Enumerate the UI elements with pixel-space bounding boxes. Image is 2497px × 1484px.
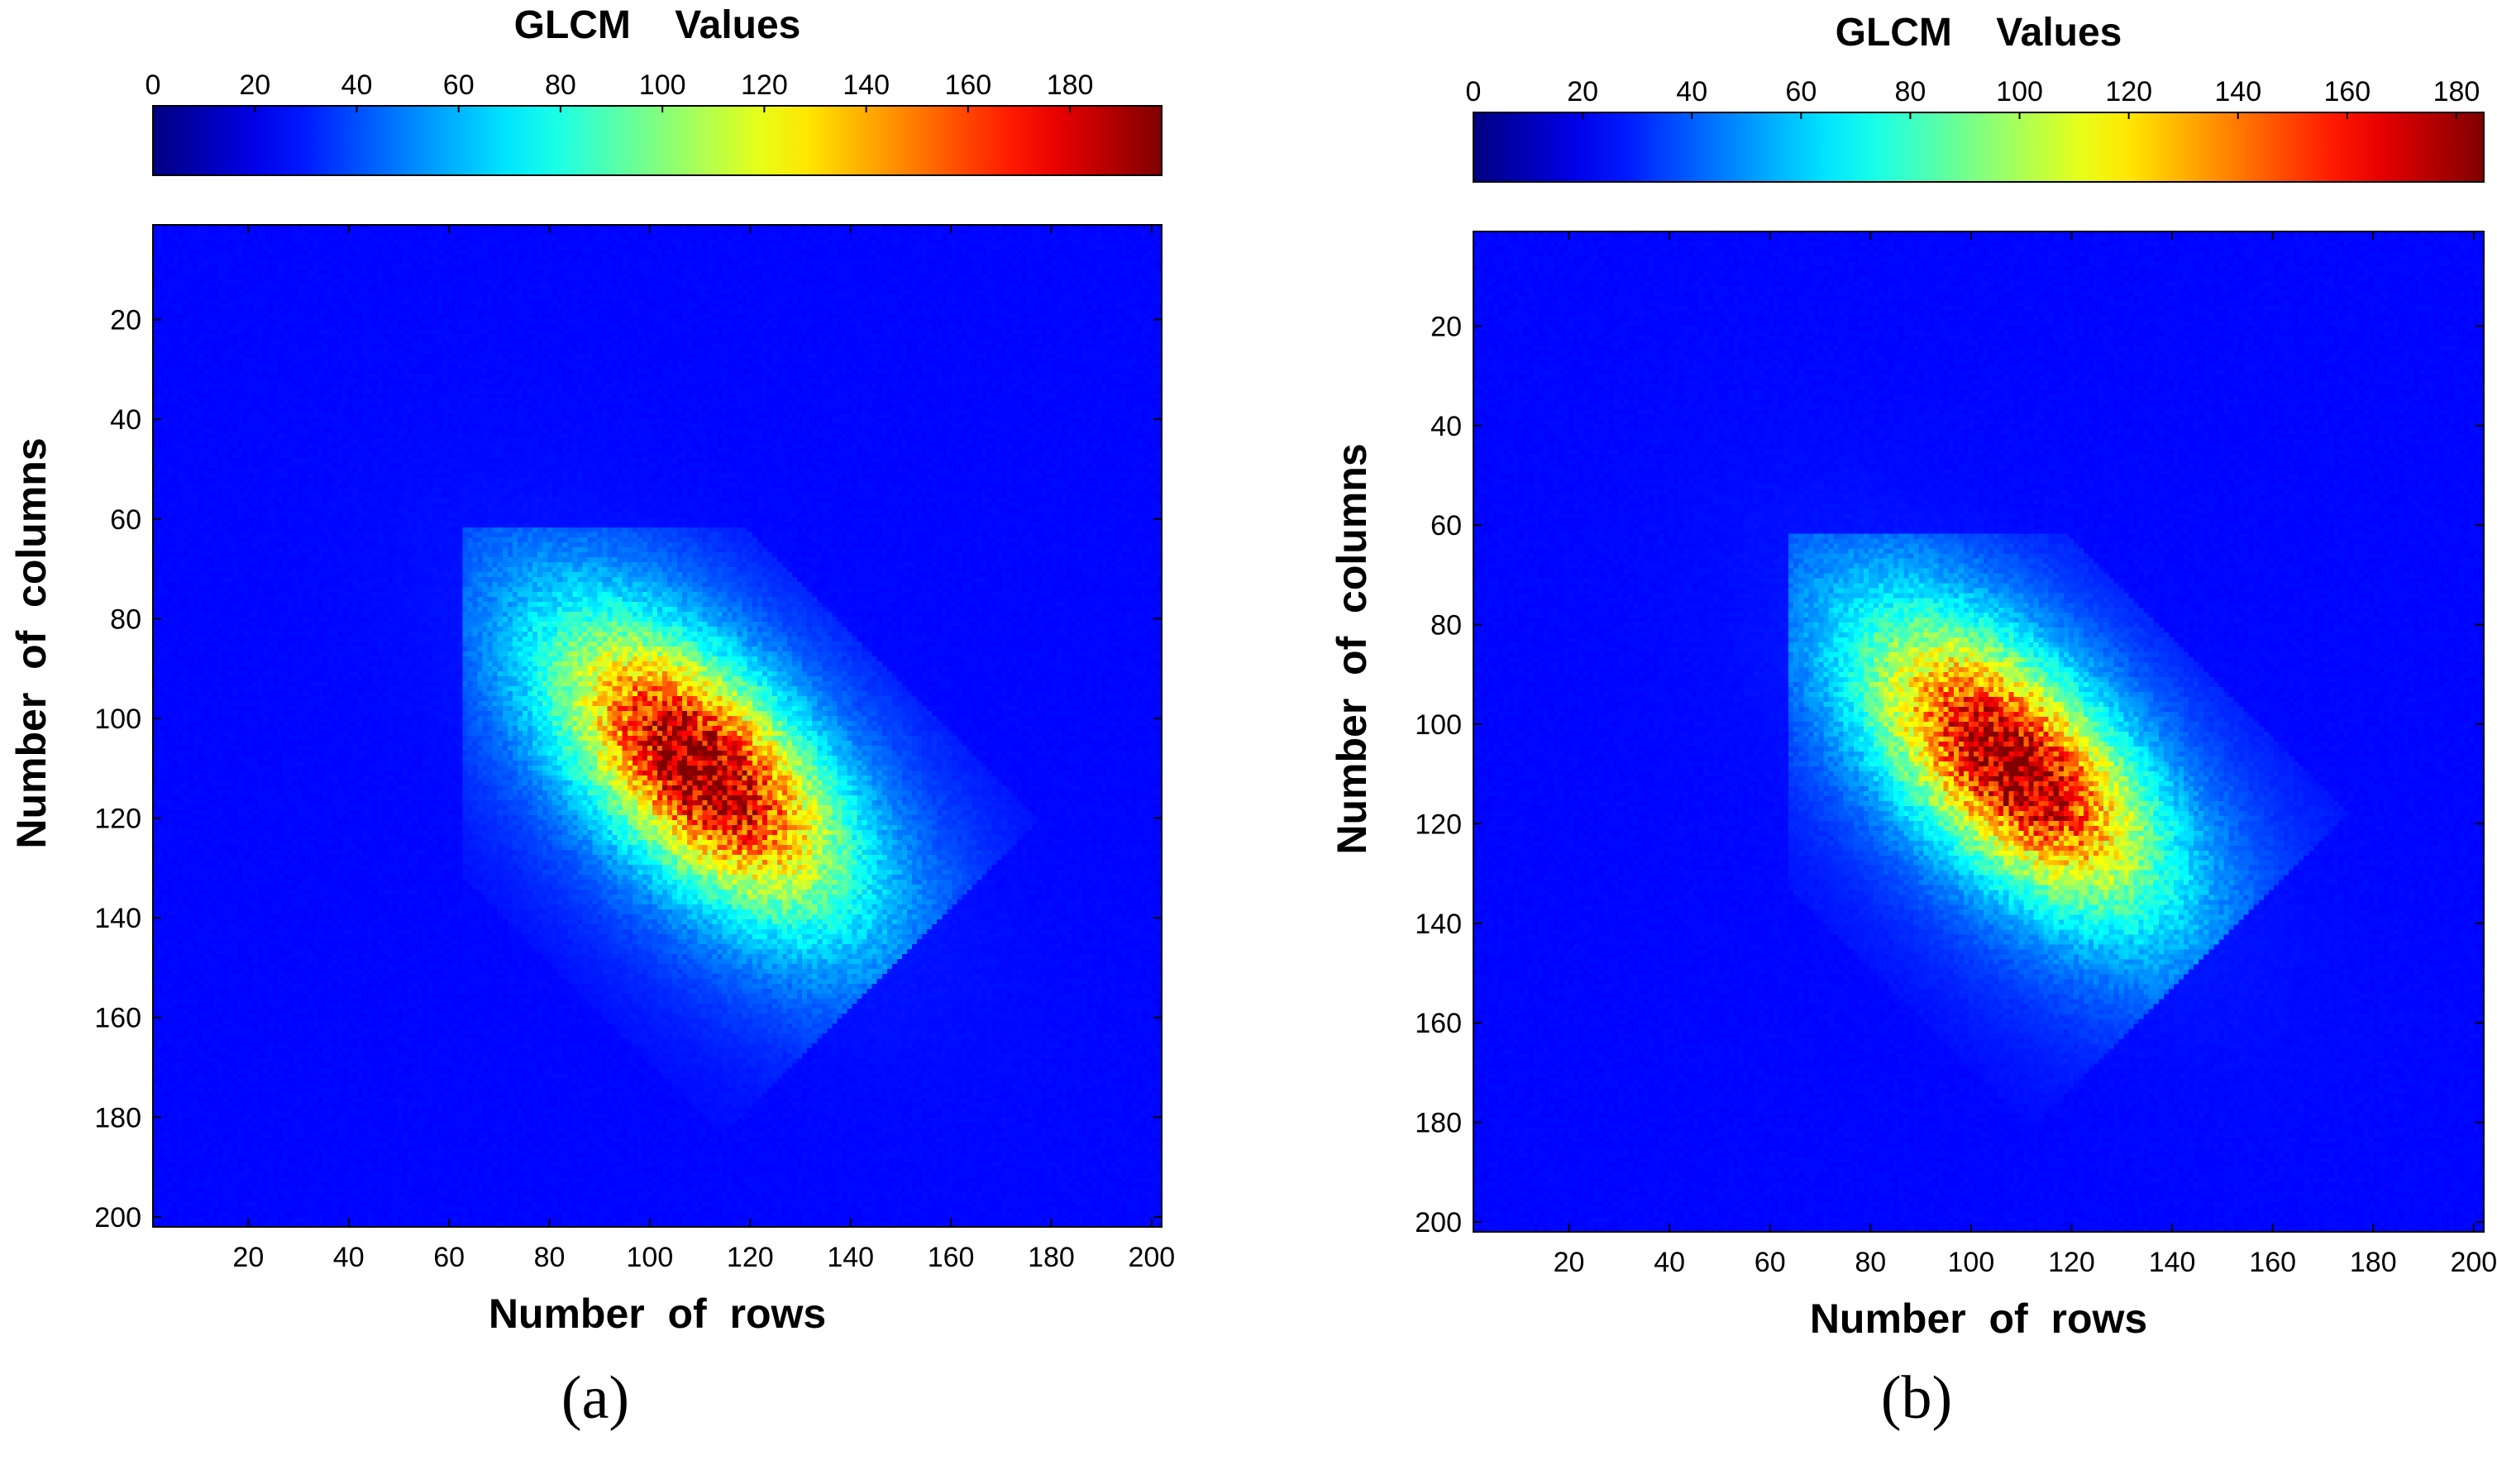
- x-tick-label: 160: [928, 1242, 975, 1273]
- x-tick-label: 160: [2249, 1247, 2296, 1278]
- colorbar-tick-label: 20: [1567, 76, 1598, 107]
- y-tick-label: 160: [1415, 1008, 1462, 1039]
- colorbar-tick-label: 140: [843, 69, 890, 101]
- y-tick-label: 140: [94, 903, 141, 934]
- colorbar-tick-label: 20: [239, 69, 270, 101]
- colorbar-tick-label: 120: [741, 69, 788, 101]
- colorbar-tick-label: 60: [1785, 76, 1817, 107]
- y-tick-label: 80: [110, 604, 141, 635]
- y-tick-label: 120: [1415, 809, 1462, 840]
- colorbar-tick-label: 80: [1895, 76, 1926, 107]
- y-tick-label: 80: [1430, 610, 1462, 642]
- colorbar-title: GLCM Values: [1836, 11, 2122, 55]
- y-tick-label: 60: [1430, 510, 1462, 542]
- y-axis-label: Number of columns: [1329, 443, 1375, 854]
- colorbar-tick-label: 160: [2323, 76, 2370, 107]
- colorbar-tick-label: 160: [944, 69, 991, 101]
- x-tick-label: 60: [1755, 1247, 1786, 1278]
- plot-frame: [152, 224, 1163, 1228]
- x-tick-label: 180: [1028, 1242, 1075, 1273]
- heatmap-image: [153, 225, 1162, 1227]
- colorbar-tick-label: 100: [1996, 76, 2043, 107]
- plot-frame: [1473, 231, 2485, 1233]
- y-tick-label: 20: [1430, 311, 1462, 342]
- colorbar-tick-label: 180: [2433, 76, 2480, 107]
- panel-a: GLCM Values 0 20 40 60 80 100 120 140 160 180 20 40 6…: [8, 3, 1175, 1432]
- y-tick-label: 40: [110, 404, 141, 436]
- colorbar: [1473, 112, 2485, 183]
- y-tick-label: 20: [110, 305, 141, 336]
- x-tick-label: 20: [232, 1242, 264, 1273]
- x-tick-label: 200: [2450, 1247, 2497, 1278]
- x-tick-label: 100: [1948, 1247, 1995, 1278]
- x-tick-label: 20: [1554, 1247, 1585, 1278]
- colorbar-tick-label: 40: [341, 69, 373, 101]
- x-tick-label: 60: [433, 1242, 465, 1273]
- y-tick-label: 100: [1415, 709, 1462, 741]
- colorbar-tick-label: 140: [2214, 76, 2261, 107]
- x-tick-label: 140: [2149, 1247, 2196, 1278]
- y-axis-label: Number of columns: [8, 437, 55, 848]
- colorbar-tick-label: 120: [2105, 76, 2152, 107]
- colorbar-tick-label: 0: [1466, 76, 1482, 107]
- y-tick-label: 60: [110, 504, 141, 536]
- heatmap-image: [1473, 231, 2484, 1232]
- x-tick-label: 40: [1654, 1247, 1685, 1278]
- x-tick-label: 120: [727, 1242, 774, 1273]
- colorbar-tick-label: 100: [639, 69, 686, 101]
- x-axis-label: Number of rows: [1810, 1296, 2147, 1342]
- x-tick-label: 200: [1128, 1242, 1175, 1273]
- y-tick-label: 40: [1430, 411, 1462, 442]
- colorbar-title: GLCM Values: [514, 3, 801, 47]
- x-tick-label: 180: [2350, 1247, 2397, 1278]
- y-tick-label: 140: [1415, 909, 1462, 940]
- y-tick-label: 180: [1415, 1108, 1462, 1139]
- colorbar-tick-label: 0: [146, 69, 161, 101]
- panel-b: GLCM Values 0 20 40 60 80 100 120 140 160 180 20 40 6…: [1329, 11, 2497, 1432]
- y-tick-label: 200: [1415, 1207, 1462, 1238]
- x-tick-label: 120: [2048, 1247, 2095, 1278]
- y-tick-label: 120: [94, 804, 141, 835]
- panel-caption: (b): [1881, 1364, 1952, 1432]
- y-tick-label: 160: [94, 1003, 141, 1034]
- colorbar: [152, 105, 1163, 176]
- colorbar-tick-label: 40: [1676, 76, 1707, 107]
- x-tick-label: 40: [333, 1242, 365, 1273]
- x-tick-label: 100: [627, 1242, 674, 1273]
- x-axis-label: Number of rows: [489, 1291, 826, 1337]
- panel-caption: (a): [561, 1364, 629, 1432]
- colorbar-tick-label: 80: [545, 69, 576, 101]
- y-tick-label: 100: [94, 704, 141, 735]
- colorbar-tick-label: 60: [443, 69, 475, 101]
- x-tick-label: 80: [1855, 1247, 1886, 1278]
- colorbar-tick-label: 180: [1047, 69, 1094, 101]
- x-tick-label: 80: [534, 1242, 566, 1273]
- x-tick-label: 140: [827, 1242, 874, 1273]
- y-tick-label: 180: [94, 1102, 141, 1133]
- y-tick-label: 200: [94, 1202, 141, 1233]
